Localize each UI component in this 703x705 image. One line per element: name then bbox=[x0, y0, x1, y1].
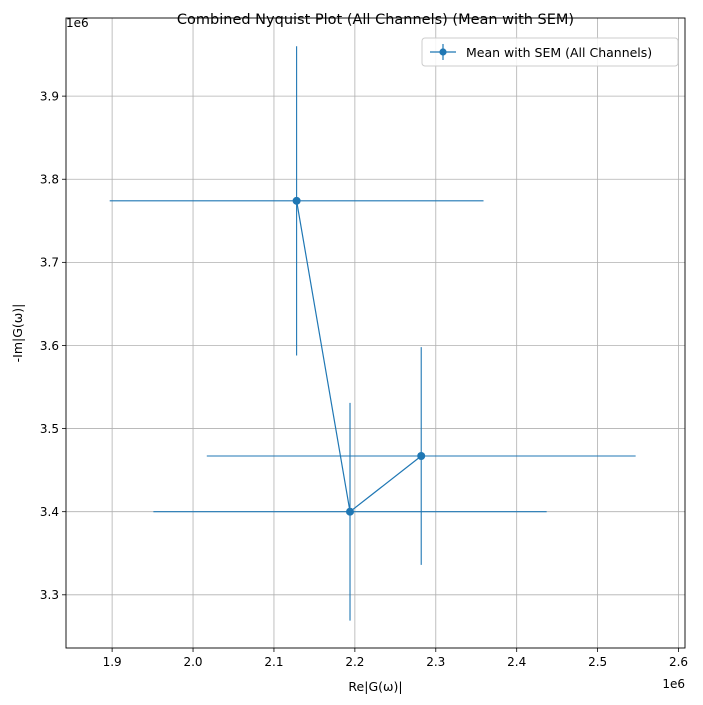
y-tick-label: 3.9 bbox=[40, 89, 59, 103]
legend-box bbox=[421, 37, 679, 67]
legend-entry-label: Mean with SEM (All Channels) bbox=[466, 45, 652, 60]
x-axis-label: Re|G(ω)| bbox=[348, 679, 402, 694]
plot-frame bbox=[65, 17, 686, 649]
y-tick-label: 3.3 bbox=[40, 588, 59, 602]
y-tick-label: 3.8 bbox=[40, 173, 59, 187]
plot-background bbox=[66, 18, 685, 648]
y-tick-label: 3.7 bbox=[40, 256, 59, 270]
y-axis-label: -Im|G(ω)| bbox=[10, 304, 25, 363]
axis-ticks: 1.9 2.0 2.1 2.2 2.3 2.4 2.5 2.6 3.3 3.4 3.5 3.6 3.7 3… bbox=[40, 89, 688, 669]
x-tick-label: 1.9 bbox=[103, 655, 122, 669]
x-tick-label: 2.0 bbox=[183, 655, 202, 669]
grid bbox=[66, 18, 685, 648]
y-tick-label: 3.4 bbox=[40, 505, 59, 519]
data-point bbox=[292, 196, 301, 205]
x-tick-label: 2.4 bbox=[507, 655, 526, 669]
chart-title: Combined Nyquist Plot (All Channels) (Me… bbox=[177, 12, 574, 28]
x-tick-label: 2.6 bbox=[669, 655, 688, 669]
data-point bbox=[346, 507, 355, 516]
y-tick-label: 3.6 bbox=[40, 339, 59, 353]
data-point bbox=[417, 452, 426, 461]
legend-point-marker bbox=[439, 48, 447, 56]
legend: Mean with SEM (All Channels) bbox=[421, 37, 679, 67]
x-tick-label: 2.1 bbox=[264, 655, 283, 669]
y-tick-label: 3.5 bbox=[40, 422, 59, 436]
data-series bbox=[109, 46, 636, 621]
x-tick-label: 2.2 bbox=[345, 655, 364, 669]
y-offset-label: 1e6 bbox=[66, 16, 89, 30]
x-tick-label: 2.5 bbox=[588, 655, 607, 669]
x-offset-label: 1e6 bbox=[662, 677, 685, 691]
x-tick-label: 2.3 bbox=[426, 655, 445, 669]
